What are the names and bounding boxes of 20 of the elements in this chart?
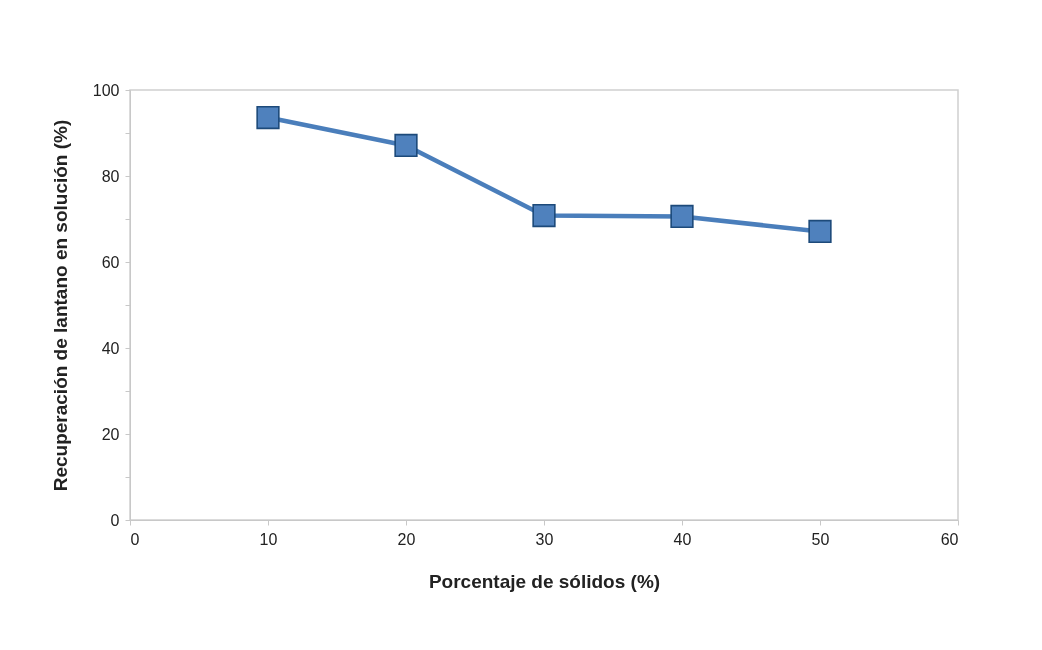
point: [670, 204, 694, 229]
y-tick-label: 80: [101, 167, 120, 185]
y-tick-label: 0: [110, 511, 120, 529]
y-tick-label: 100: [92, 81, 120, 99]
x-tick-label: 40: [673, 530, 692, 548]
x-tick-label: 60: [940, 530, 959, 548]
point: [256, 105, 280, 130]
x-tick-label: 10: [259, 530, 278, 548]
y-tick-label: 40: [101, 339, 120, 357]
x-axis-title: Porcentaje de sólidos (%): [428, 570, 661, 592]
y-tick-label: 60: [101, 253, 120, 271]
x-tick-label: 50: [811, 530, 830, 548]
y-tick-label: 20: [101, 425, 120, 443]
x-tick-label: 20: [397, 530, 416, 548]
point: [532, 203, 556, 228]
point: [394, 133, 418, 158]
y-axis-title: Recuperación de lantano en solución (%): [49, 119, 71, 492]
x-tick-label: 0: [130, 530, 140, 548]
x-tick-label: 30: [535, 530, 554, 548]
point: [808, 219, 832, 244]
